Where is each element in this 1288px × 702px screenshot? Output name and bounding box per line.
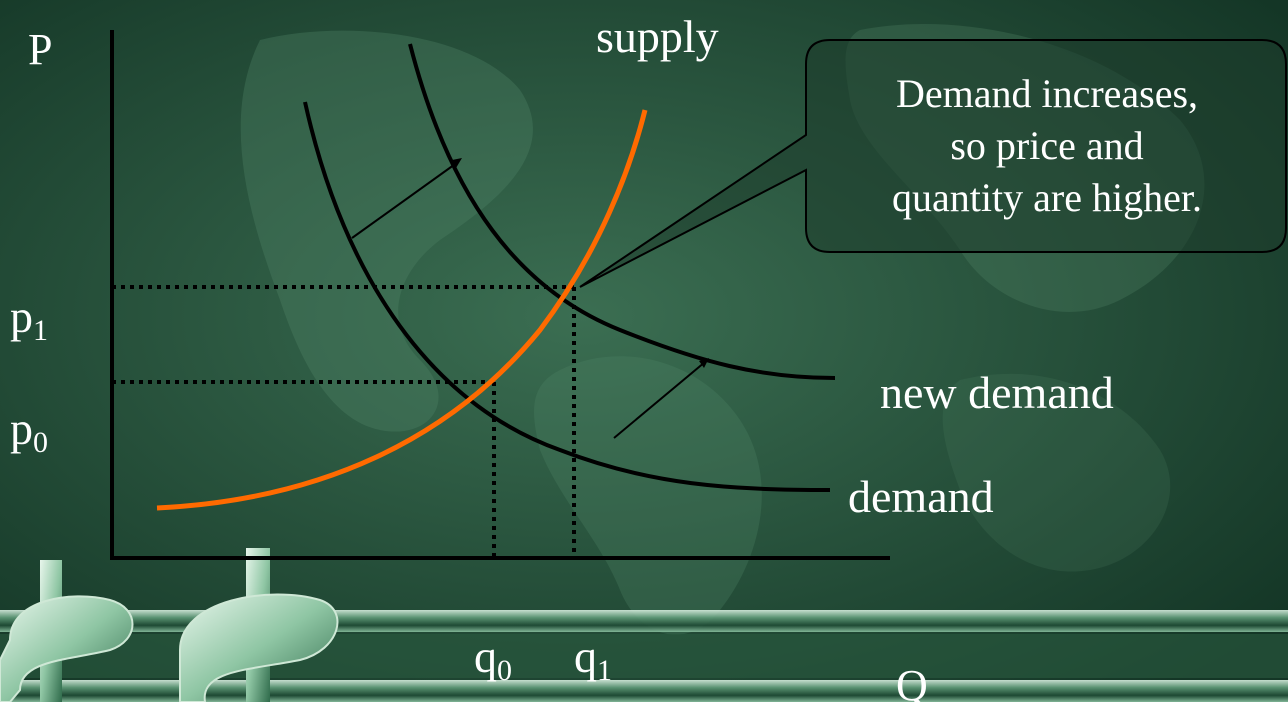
- demand-curve: [303, 101, 831, 492]
- p1-label: p1: [10, 291, 48, 347]
- shift-arrow-lower-head: [699, 358, 709, 368]
- shift-arrow-upper: [351, 161, 459, 239]
- callout-line-2: so price and: [950, 123, 1144, 168]
- x-axis-label: Q: [896, 661, 928, 702]
- callout-bubble: [579, 39, 1287, 288]
- q0-label: q0: [474, 631, 512, 687]
- new-demand-label: new demand: [880, 367, 1114, 418]
- shift-arrow-upper-head: [452, 158, 462, 168]
- shift-arrow-lower: [613, 361, 706, 439]
- supply-label: supply: [596, 11, 719, 62]
- new-demand-curve: [408, 43, 836, 380]
- dollar-sign-icon: [0, 560, 134, 702]
- supply-curve: [156, 109, 648, 511]
- y-axis-label: P: [28, 25, 52, 74]
- callout-text: Demand increases, so price and quantity …: [812, 68, 1282, 224]
- callout-line-1: Demand increases,: [895, 71, 1199, 116]
- callout-line-3: quantity are higher.: [892, 175, 1202, 220]
- q1-label: q1: [574, 631, 612, 687]
- demand-label: demand: [848, 471, 994, 522]
- dollar-sign-icon: [179, 548, 339, 702]
- p0-label: p0: [10, 403, 48, 459]
